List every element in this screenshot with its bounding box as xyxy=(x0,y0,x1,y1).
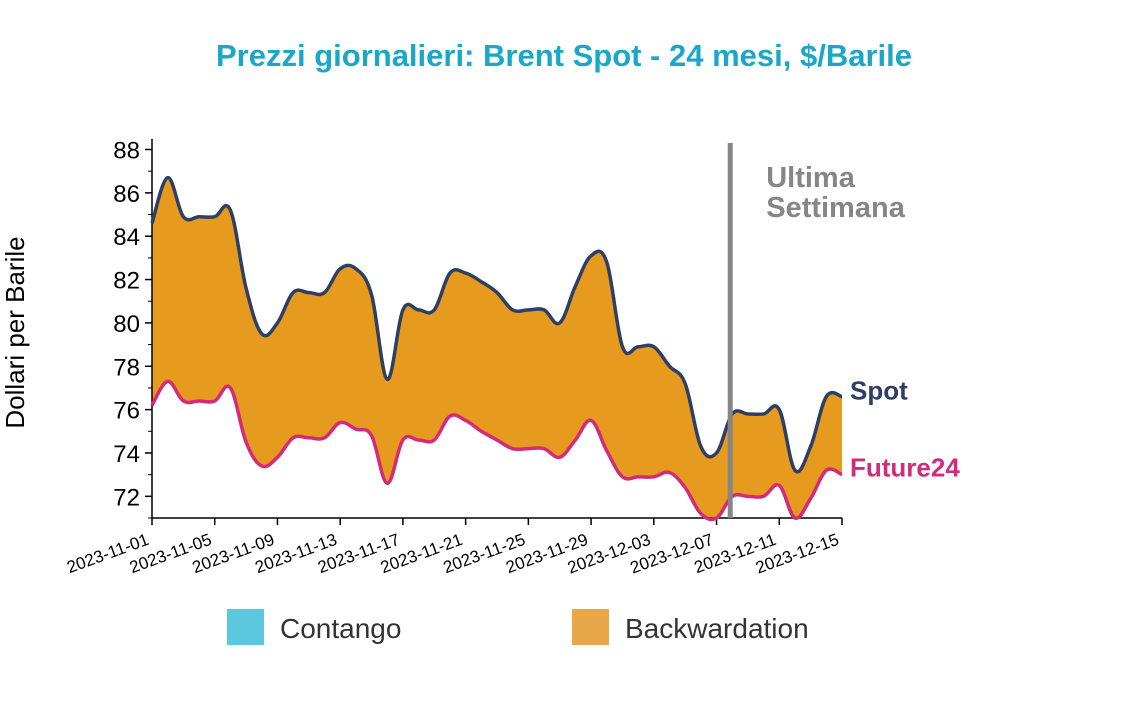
y-tick-label: 72 xyxy=(113,484,140,511)
y-tick-label: 82 xyxy=(113,268,140,295)
y-tick-label: 76 xyxy=(113,398,140,425)
chart-title: Prezzi giornalieri: Brent Spot - 24 mesi… xyxy=(216,38,912,73)
series-end-label-future24: Future24 xyxy=(850,453,960,483)
annotation-label-line2: Settimana xyxy=(766,192,905,224)
y-tick-label: 80 xyxy=(113,311,140,338)
legend-swatch-contango xyxy=(227,609,264,645)
legend-label-contango: Contango xyxy=(280,613,401,644)
legend-label-backwardation: Backwardation xyxy=(625,613,809,644)
series-line-future24 xyxy=(150,379,843,522)
y-axis-label: Dollari per Barile xyxy=(0,236,30,428)
series-end-label-spot: Spot xyxy=(850,376,908,406)
y-tick-label: 88 xyxy=(113,138,140,165)
y-tick-label: 84 xyxy=(113,224,140,251)
series-line-spot xyxy=(150,175,843,474)
annotation-label-line1: Ultima xyxy=(766,162,856,194)
y-tick-label: 74 xyxy=(113,441,140,468)
backwardation-area xyxy=(152,177,842,520)
y-tick-label: 78 xyxy=(113,354,140,381)
y-tick-label: 86 xyxy=(113,181,140,208)
legend-swatch-backwardation xyxy=(572,609,609,645)
